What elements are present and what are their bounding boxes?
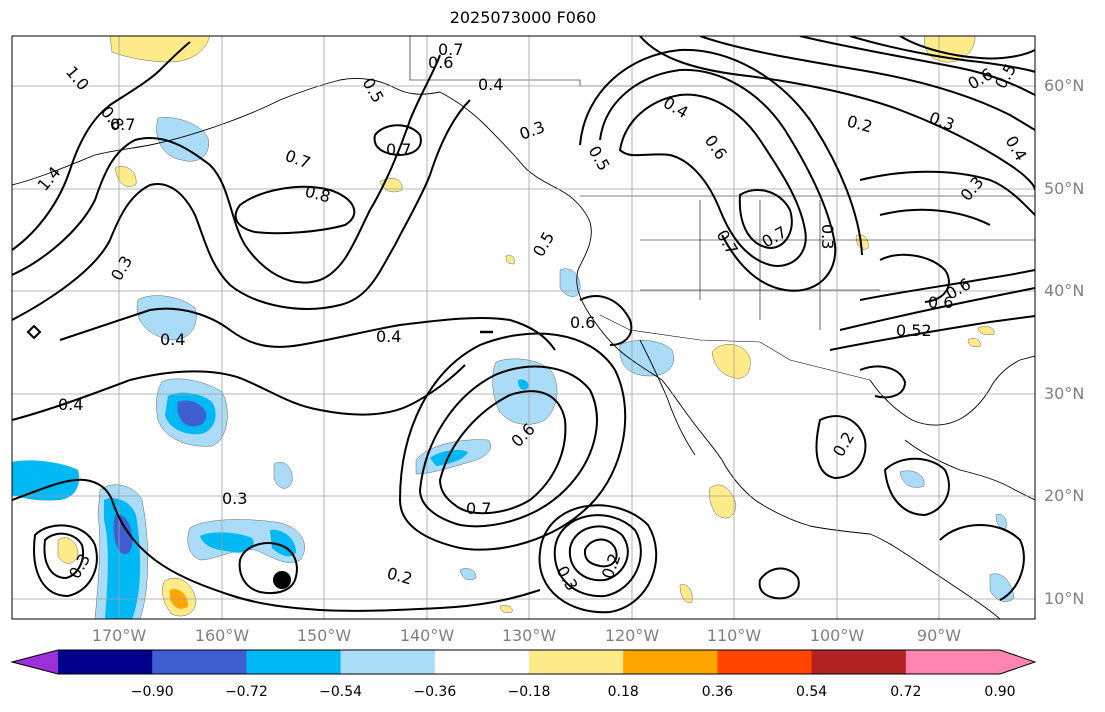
contour-label: 0.7 xyxy=(438,40,463,59)
colorbar-cell xyxy=(58,650,153,674)
colorbar-extension-low xyxy=(12,650,58,674)
lat-label: 50°N xyxy=(1044,179,1085,198)
contour-label: 0.6 xyxy=(928,293,953,312)
colorbar-tick-label: 0.90 xyxy=(984,684,1016,700)
contour-label: 0.6 xyxy=(570,313,595,332)
lon-label: 110°W xyxy=(706,626,762,645)
contour-lines xyxy=(12,36,1035,614)
colorbar-tick-label: 0.72 xyxy=(890,684,922,700)
colorbar-outline xyxy=(10,649,1037,675)
lon-label: 120°W xyxy=(604,626,660,645)
contour-label: 0.4 xyxy=(58,395,83,414)
lon-label: 90°W xyxy=(916,626,962,645)
lon-label: 100°W xyxy=(809,626,865,645)
contour-label: 0.6 xyxy=(428,53,453,72)
lat-label: 40°N xyxy=(1044,281,1085,300)
small-contour xyxy=(26,324,42,340)
map-frame xyxy=(11,35,1036,620)
contour-label: 0.7 xyxy=(386,140,411,159)
lon-label: 150°W xyxy=(296,626,352,645)
contour-label: 0.7 xyxy=(110,115,135,134)
colorbar-cell xyxy=(811,650,907,674)
contour-labels: 0.7 0.6 0.4 0.5 1.0 0.8 0.7 1.4 0.7 0.8 … xyxy=(34,40,1031,594)
colorbar-cell xyxy=(905,650,1001,674)
colorbar-tick-label: −0.90 xyxy=(130,684,174,700)
contour-label: 0.3 xyxy=(222,489,247,508)
colorbar-cell xyxy=(623,650,718,674)
colorbar-tick-label: −0.72 xyxy=(224,684,268,700)
contour-label: 0.4 xyxy=(478,75,503,94)
point-marker xyxy=(273,571,291,589)
graticule xyxy=(12,36,1035,619)
colorbar-tick-label: −0.54 xyxy=(319,684,363,700)
colorbar-cell xyxy=(434,650,530,674)
colorbar-cell xyxy=(529,650,624,674)
contour-label: 0.4 xyxy=(160,330,185,349)
contour-label: 0.4 xyxy=(376,327,401,346)
colorbar-tick-label: −0.36 xyxy=(413,684,457,700)
colorbar-tick-label: 0.36 xyxy=(701,684,733,700)
lon-label: 140°W xyxy=(399,626,455,645)
lat-label: 20°N xyxy=(1044,486,1085,505)
colorbar-tick-label: 0.54 xyxy=(796,684,828,700)
colorbar-cell xyxy=(717,650,813,674)
lon-label: 130°W xyxy=(501,626,557,645)
contour-label: 0.3 xyxy=(818,224,837,249)
lon-label: 160°W xyxy=(194,626,250,645)
colorbar-tick-label: −0.18 xyxy=(507,684,551,700)
map-panel: 0.7 0.6 0.4 0.5 1.0 0.8 0.7 1.4 0.7 0.8 … xyxy=(11,35,1036,620)
colorbar-cell xyxy=(340,650,436,674)
contour-label: 0.52 xyxy=(896,321,932,340)
lon-label: 170°W xyxy=(91,626,147,645)
coastlines xyxy=(12,77,1035,619)
lat-label: 30°N xyxy=(1044,384,1085,403)
colorbar-cell xyxy=(246,650,342,674)
chart-title: 2025073000 F060 xyxy=(449,8,597,27)
contour-label: 0.7 xyxy=(466,499,491,518)
colorbar-cell xyxy=(152,650,247,674)
lat-label: 10°N xyxy=(1044,589,1085,608)
lat-label: 60°N xyxy=(1044,76,1085,95)
negative-shading xyxy=(12,117,1015,619)
colorbar xyxy=(10,649,1037,675)
colorbar-tick-label: 0.18 xyxy=(607,684,639,700)
colorbar-extension-high xyxy=(1000,650,1035,674)
